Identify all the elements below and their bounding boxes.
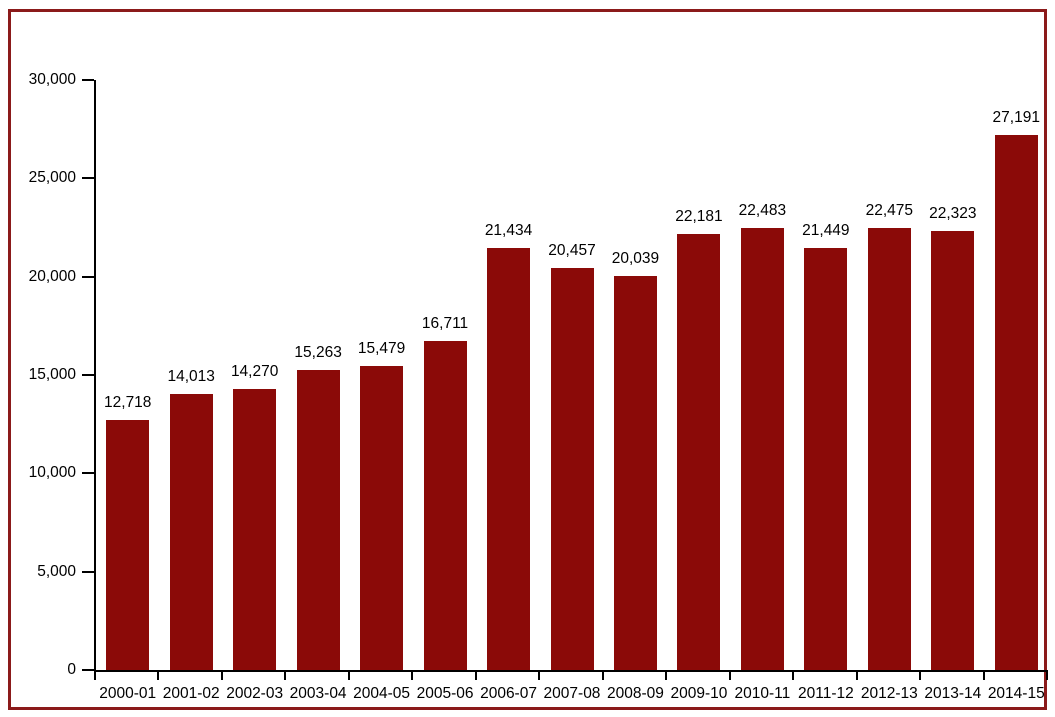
y-axis-tick xyxy=(82,669,94,671)
x-axis-tick xyxy=(601,672,604,680)
x-axis-tick xyxy=(411,672,414,680)
x-axis-category-label: 2000-01 xyxy=(99,685,157,702)
x-axis-tick xyxy=(538,672,541,680)
bar-2005-06 xyxy=(423,341,467,670)
bar-value-label: 15,479 xyxy=(357,339,406,357)
x-axis-tick xyxy=(982,672,985,680)
bar-2000-01 xyxy=(106,419,150,670)
bar-2001-02 xyxy=(169,394,213,670)
x-axis-tick xyxy=(220,672,223,680)
y-axis-tick-label: 25,000 xyxy=(28,169,76,187)
x-axis-category-label: 2009-10 xyxy=(670,685,728,702)
x-axis-tick xyxy=(474,672,477,680)
bar-2002-03 xyxy=(233,389,277,670)
bar-2012-13 xyxy=(867,227,911,670)
y-axis-tick-label: 5,000 xyxy=(37,562,76,580)
x-axis-category-label: 2002-03 xyxy=(226,685,284,702)
x-axis-line xyxy=(94,670,1048,672)
y-axis-tick-label: 30,000 xyxy=(28,71,76,88)
bar-2006-07 xyxy=(487,248,531,670)
bar-2011-12 xyxy=(804,248,848,670)
x-axis-tick xyxy=(157,672,160,680)
bar-2013-14 xyxy=(931,230,975,670)
bar-value-label: 15,263 xyxy=(294,343,342,361)
x-axis-category-label: 2001-02 xyxy=(162,685,220,702)
bar-value-label: 14,013 xyxy=(167,368,215,386)
bar-2009-10 xyxy=(677,233,721,670)
x-axis-category-label: 2010-11 xyxy=(734,685,791,702)
y-axis-tick xyxy=(82,472,94,475)
x-axis-category-label: 2004-05 xyxy=(353,685,411,702)
x-axis-tick xyxy=(665,672,668,680)
x-axis-category-label: 2005-06 xyxy=(416,685,474,702)
bar-2003-04 xyxy=(296,369,340,670)
x-axis-category-label: 2014-15 xyxy=(987,685,1045,702)
x-axis-tick xyxy=(284,672,287,680)
y-axis-tick-label: 10,000 xyxy=(28,464,76,482)
bar-value-label: 22,323 xyxy=(929,204,977,222)
y-axis-tick xyxy=(82,275,94,278)
x-axis-tick xyxy=(1046,672,1048,680)
bar-value-label: 22,475 xyxy=(865,201,914,219)
bar-value-label: 27,191 xyxy=(992,109,1040,127)
bar-2004-05 xyxy=(360,365,404,670)
plot-area: 0 5,000 10,000 15,000 20,000 25,000 30,000 200… xyxy=(29,71,1048,702)
bar-2008-09 xyxy=(613,275,657,670)
bar-value-label: 14,270 xyxy=(230,363,279,381)
x-axis-category-label: 2007-08 xyxy=(543,685,601,702)
x-axis-category-label: 2011-12 xyxy=(797,685,854,702)
bar-value-label: 21,434 xyxy=(484,222,533,240)
x-axis-tick xyxy=(94,672,96,680)
bar-value-label: 16,711 xyxy=(421,315,469,333)
x-axis-category-label: 2006-07 xyxy=(480,685,537,702)
bar-2007-08 xyxy=(550,267,594,670)
y-axis-tick xyxy=(82,570,94,573)
x-axis-tick xyxy=(919,672,922,680)
bar-value-label: 20,039 xyxy=(611,249,660,267)
chart-frame: 0 5,000 10,000 15,000 20,000 25,000 30,000 200… xyxy=(8,9,1048,710)
x-axis-tick xyxy=(728,672,731,680)
x-axis-tick xyxy=(855,672,858,680)
bar-2010-11 xyxy=(740,227,784,670)
x-axis-category-label: 2008-09 xyxy=(607,685,664,702)
y-axis-tick-label: 15,000 xyxy=(28,366,76,383)
x-axis-category-label: 2003-04 xyxy=(289,685,347,702)
y-axis-tick-label: 0 xyxy=(67,661,76,678)
x-axis-tick xyxy=(347,672,350,680)
y-axis-tick xyxy=(82,374,94,376)
y-axis-tick-label: 20,000 xyxy=(28,267,76,285)
y-axis-line xyxy=(94,80,96,672)
bar-value-label: 22,181 xyxy=(675,207,723,225)
bar-value-label: 22,483 xyxy=(738,201,787,219)
x-axis-category-label: 2012-13 xyxy=(860,685,918,702)
x-axis-category-label: 2013-14 xyxy=(924,685,982,702)
bar-value-label: 20,457 xyxy=(548,241,596,259)
bar-2014-15 xyxy=(994,135,1038,670)
bar-value-label: 12,718 xyxy=(104,393,152,411)
y-axis-tick xyxy=(82,177,94,180)
y-axis-tick xyxy=(82,79,94,81)
x-axis-tick xyxy=(792,672,795,680)
bar-value-label: 21,449 xyxy=(802,222,850,240)
